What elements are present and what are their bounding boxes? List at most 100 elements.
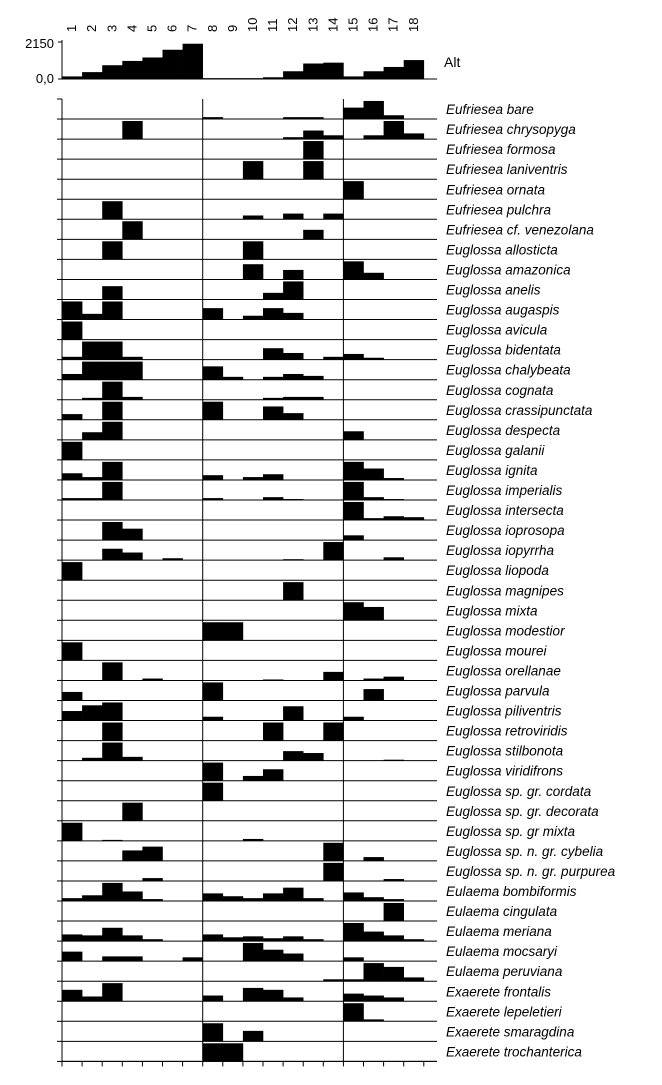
abundance-bar: [383, 966, 404, 982]
species-row: Eufriesea pulchra: [57, 201, 552, 220]
species-row: Euglossa imperialis: [57, 481, 563, 501]
abundance-bar: [182, 957, 203, 962]
abundance-bar: [263, 769, 284, 781]
species-label: Euglossa magnipes: [446, 583, 564, 598]
altitude-bar-17: [383, 66, 404, 79]
abundance-bar: [142, 678, 163, 681]
abundance-bar: [62, 951, 83, 962]
altitude-bar-5: [142, 57, 163, 79]
abundance-bar: [202, 498, 224, 500]
abundance-bar: [403, 133, 425, 140]
altitude-bar-6: [162, 49, 183, 79]
abundance-bar: [82, 705, 103, 721]
species-label: Eufriesea laniventris: [446, 162, 568, 177]
species-label: Exaerete lepeletieri: [446, 1004, 563, 1019]
species-label: Euglossa iopyrrha: [446, 543, 555, 558]
abundance-bar: [102, 286, 123, 300]
abundance-bar: [82, 895, 103, 901]
abundance-bar: [102, 341, 123, 360]
abundance-bar: [283, 117, 304, 120]
species-label: Eulaema bombiformis: [446, 884, 577, 899]
species-row: Euglossa viridifrons: [57, 762, 563, 782]
abundance-bar: [62, 934, 83, 942]
species-label: Euglossa cognata: [446, 383, 554, 398]
abundance-bar: [102, 742, 123, 761]
abundance-bar: [383, 516, 404, 521]
abundance-bar: [283, 706, 304, 721]
species-label: Euglossa ignita: [446, 463, 538, 478]
abundance-bar: [102, 983, 123, 1002]
abundance-bar: [102, 361, 123, 380]
abundance-bar: [323, 542, 344, 561]
site-label-5: 5: [144, 25, 159, 32]
abundance-bar: [202, 1043, 224, 1062]
species-row: Euglossa parvula: [57, 682, 550, 701]
abundance-bar: [383, 557, 404, 561]
abundance-bar: [202, 682, 224, 701]
abundance-bar: [363, 468, 384, 480]
abundance-bar: [263, 397, 284, 400]
altitude-label: Alt: [444, 54, 460, 70]
abundance-bar: [102, 662, 123, 681]
abundance-bar: [263, 893, 284, 901]
abundance-bar: [242, 161, 264, 180]
abundance-bar: [283, 997, 304, 1002]
abundance-bar: [162, 558, 183, 561]
species-label: Euglossa intersecta: [446, 503, 564, 518]
abundance-bar: [202, 308, 224, 320]
species-row: Euglossa sp. gr. decorata: [57, 802, 599, 822]
altitude-min-tick: 0,0: [36, 71, 54, 86]
species-label: Euglossa ioprosopa: [446, 523, 565, 538]
abundance-bar: [303, 396, 324, 400]
species-row: Exaerete smaragdina: [57, 1023, 575, 1042]
species-row: Eulaema cingulata: [57, 902, 558, 922]
abundance-bar: [383, 899, 404, 901]
abundance-bar: [122, 956, 143, 962]
species-label: Euglossa despecta: [446, 423, 561, 438]
abundance-bar: [142, 878, 163, 881]
abundance-bar: [363, 606, 384, 621]
abundance-bar: [363, 272, 384, 280]
species-row: Euglossa retroviridis: [57, 722, 568, 742]
abundance-bar: [383, 121, 404, 140]
species-label: Eulaema peruviana: [446, 964, 563, 979]
species-row: Euglossa sp. gr mixta: [57, 822, 576, 842]
abundance-bar: [263, 308, 284, 320]
abundance-bar: [343, 957, 364, 962]
species-row: Euglossa anelis: [57, 281, 541, 300]
abundance-bar: [242, 315, 264, 320]
abundance-bar: [62, 441, 83, 460]
abundance-bar: [263, 938, 284, 942]
abundance-bar: [303, 141, 324, 160]
abundance-bar: [242, 936, 264, 942]
abundance-bar: [343, 602, 364, 621]
species-label: Euglossa imperialis: [446, 483, 563, 498]
abundance-bar: [363, 897, 384, 901]
species-row: Exaerete trochanterica: [57, 1043, 582, 1062]
abundance-bar: [263, 292, 284, 300]
species-label: Euglossa piliventris: [446, 704, 562, 719]
abundance-bar: [323, 979, 344, 982]
species-row: Eulaema bombiformis: [57, 882, 577, 902]
site-label-12: 12: [285, 18, 300, 32]
abundance-bar: [62, 498, 83, 500]
abundance-bar: [363, 678, 384, 681]
abundance-bar: [283, 213, 304, 220]
species-row: Euglossa crassipunctata: [57, 401, 593, 421]
site-label-16: 16: [366, 18, 381, 32]
site-label-1: 1: [64, 25, 79, 32]
abundance-bar: [383, 115, 404, 120]
abundance-bar: [323, 842, 344, 861]
abundance-bar: [222, 1043, 244, 1062]
species-rows: Eufriesea bare Eufriesea chrysopyga Eufrie…: [57, 100, 616, 1062]
abundance-bar: [102, 301, 123, 320]
site-label-18: 18: [406, 18, 421, 32]
abundance-bar: [102, 421, 123, 440]
abundance-bar: [343, 107, 364, 120]
species-label: Eufriesea pulchra: [446, 202, 552, 217]
abundance-bar: [283, 281, 304, 300]
species-row: Euglossa amazonica: [57, 261, 571, 280]
abundance-bar: [323, 135, 344, 140]
species-label: Eufriesea bare: [446, 102, 534, 117]
abundance-bar: [283, 953, 304, 962]
